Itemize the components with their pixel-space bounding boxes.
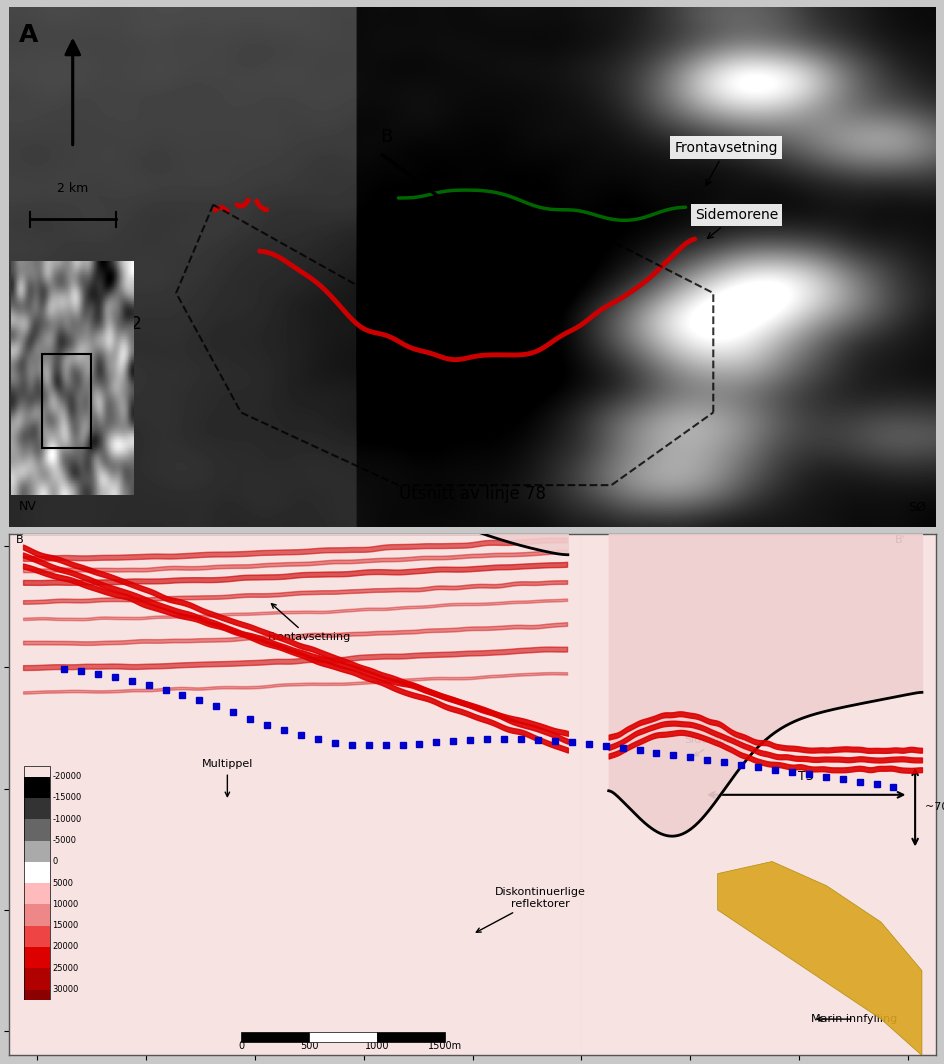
- Text: SØ: SØ: [907, 500, 925, 513]
- Text: 5000: 5000: [52, 879, 73, 887]
- Text: ~70 m: ~70 m: [923, 802, 944, 812]
- Text: B: B: [16, 534, 24, 545]
- Text: Frontavsetning: Frontavsetning: [674, 140, 777, 185]
- Polygon shape: [716, 862, 921, 1055]
- Text: Sidemorene: Sidemorene: [683, 735, 750, 757]
- Text: Multippel: Multippel: [201, 760, 253, 797]
- Text: A: A: [19, 23, 38, 47]
- Text: -10000: -10000: [52, 815, 81, 824]
- Text: -15000: -15000: [52, 794, 81, 802]
- Text: Frontavsetning: Frontavsetning: [267, 603, 350, 643]
- Text: B: B: [379, 129, 392, 147]
- Text: 30000: 30000: [52, 985, 78, 994]
- Text: NV: NV: [19, 500, 37, 513]
- Text: 500: 500: [299, 1042, 318, 1051]
- Text: 10000: 10000: [52, 900, 78, 909]
- Text: 1500m: 1500m: [428, 1042, 462, 1051]
- Text: B': B': [537, 273, 554, 292]
- Bar: [24, 798, 49, 819]
- Text: Diskontinuerlige
reflektorer: Diskontinuerlige reflektorer: [476, 887, 585, 932]
- Bar: [24, 926, 49, 947]
- Bar: [309, 1032, 377, 1042]
- Text: Marin innfylling: Marin innfylling: [810, 1014, 896, 1025]
- Text: 15000: 15000: [52, 921, 78, 930]
- Bar: [9, 534, 581, 1055]
- Bar: [241, 1032, 309, 1042]
- Bar: [377, 1032, 445, 1042]
- Bar: [24, 990, 49, 1011]
- Text: T2: T2: [121, 315, 142, 333]
- Bar: [24, 904, 49, 926]
- Text: -5000: -5000: [52, 836, 76, 845]
- Text: 1000: 1000: [364, 1042, 389, 1051]
- Text: 0: 0: [52, 858, 58, 866]
- Text: 0: 0: [238, 1042, 244, 1051]
- Bar: [24, 766, 49, 1000]
- Text: T3: T3: [416, 295, 437, 313]
- Text: T3: T3: [798, 769, 813, 783]
- Bar: [24, 968, 49, 990]
- Text: 2 km: 2 km: [57, 182, 89, 195]
- Text: Sidemorene: Sidemorene: [694, 209, 777, 238]
- Title: Utsnitt av linje 78: Utsnitt av linje 78: [398, 485, 546, 503]
- Bar: [24, 947, 49, 968]
- Bar: [42, 354, 91, 448]
- Bar: [581, 534, 935, 1055]
- Bar: [24, 862, 49, 883]
- Text: 25000: 25000: [52, 964, 78, 972]
- Text: B': B': [894, 534, 904, 545]
- Bar: [24, 819, 49, 841]
- Bar: [24, 841, 49, 862]
- Text: -20000: -20000: [52, 772, 81, 781]
- Text: 20000: 20000: [52, 943, 78, 951]
- Bar: [24, 883, 49, 904]
- Bar: [24, 777, 49, 798]
